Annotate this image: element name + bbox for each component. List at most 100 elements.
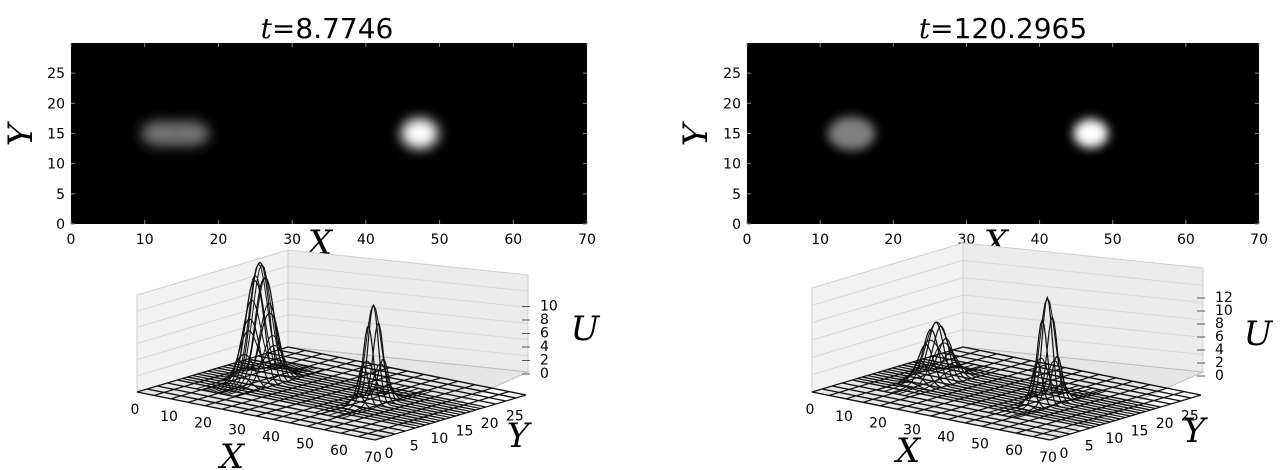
surface-curve	[1001, 296, 1093, 416]
heatmap-ytick-label: 15	[47, 127, 65, 143]
surface-xtick-label: 0	[131, 402, 140, 418]
heatmap-ytick-label: 20	[723, 96, 741, 112]
heatmap-xtick-label: 50	[1104, 232, 1122, 248]
surface-ytick-label: 5	[1085, 439, 1094, 455]
heatmap-blob	[828, 116, 876, 151]
heatmap-right-canvas	[747, 43, 1259, 224]
surface-xtick-label: 50	[296, 436, 314, 452]
heatmap-xtick-label: 50	[431, 232, 449, 248]
surface-curve	[222, 312, 461, 416]
heatmap-left-yticks: 0 5 10 15 20 25	[47, 66, 587, 233]
heatmap-xtick-label: 0	[743, 232, 752, 248]
surface-left-xlabel: X	[217, 437, 246, 470]
surface-ytick-label: 25	[506, 409, 524, 425]
heatmap-ytick-label: 10	[723, 157, 741, 173]
surface-curve	[904, 368, 996, 397]
heatmap-left-blobs	[141, 118, 439, 149]
surface-curve	[857, 377, 1096, 428]
surface-curve	[321, 360, 412, 415]
surface-curve	[219, 276, 311, 395]
surface-pane-gridline	[136, 265, 529, 312]
surface-pane-gridline	[811, 311, 1204, 358]
surface-wire	[964, 377, 1117, 424]
heatmap-ytick-label: 25	[723, 66, 741, 82]
heatmap-xtick-label: 20	[884, 232, 902, 248]
surface-curve	[902, 351, 1141, 414]
surface-curve	[341, 390, 433, 419]
surface-curve	[897, 337, 1136, 416]
surface-curve	[223, 302, 315, 395]
surface-ztick-label: 10	[540, 299, 558, 315]
surface-wire	[862, 356, 1015, 403]
heatmap-xtick-label: 10	[136, 232, 154, 248]
heatmap-blob	[401, 118, 439, 149]
surface-curve	[233, 368, 325, 397]
surface-ytick-label: 15	[1131, 424, 1149, 440]
surface-ytick-label: 5	[410, 439, 419, 455]
surface-curve	[883, 339, 975, 392]
heatmap-ytick-label: 5	[56, 187, 65, 203]
heatmap-xtick-label: 10	[811, 232, 829, 248]
surface-xtick-label: 20	[869, 416, 887, 432]
heatmap-xtick-label: 60	[504, 232, 522, 248]
surface-curve	[226, 334, 318, 396]
surface-curve	[212, 261, 451, 419]
surface-xtick-label: 10	[160, 409, 178, 425]
surface-curve	[892, 315, 1131, 417]
heatmap-blob	[168, 120, 210, 147]
surface-wire	[845, 353, 998, 400]
surface-pane-gridline	[811, 294, 1204, 341]
surface-curve	[327, 303, 419, 416]
heatmap-ytick-label: 15	[723, 127, 741, 143]
heatmap-left-title: t=8.7746	[261, 12, 394, 45]
surface-ytick-label: 20	[481, 416, 499, 432]
surface-xtick-label: 10	[835, 409, 853, 425]
surface-xtick-label: 40	[262, 429, 280, 445]
surface-ztick-label: 2	[540, 353, 549, 369]
heatmap-xtick-label: 60	[1177, 232, 1195, 248]
surface-ytick-label: 25	[1181, 409, 1199, 425]
heatmap-xtick-label: 20	[210, 232, 228, 248]
surface-left-zlabel: U	[571, 309, 601, 349]
surface-ytick-label: 15	[456, 424, 474, 440]
surface-xtick-label: 60	[330, 443, 348, 459]
surface-right-xlabel: X	[893, 431, 922, 470]
heatmap-ytick-label: 0	[56, 217, 65, 233]
surface-right-ylabel: Y	[1183, 411, 1209, 451]
surface-wire	[981, 380, 1134, 427]
surface-pane-gridline	[136, 330, 529, 377]
surface-curve	[216, 263, 308, 394]
heatmap-ytick-label: 25	[47, 66, 65, 82]
surface-curve	[882, 318, 1121, 420]
surface-curve	[232, 362, 471, 413]
surface-ytick-label: 10	[430, 431, 448, 447]
heatmap-right-title: t=120.2965	[919, 12, 1087, 45]
surface-wire	[187, 356, 340, 403]
heatmap-right-yticks: 0 5 10 15 20 25	[723, 66, 1259, 233]
surface-right-zlabel: U	[1244, 314, 1274, 354]
surface-ytick-label: 20	[1156, 416, 1174, 432]
heatmap-blob	[1073, 119, 1109, 148]
surface-curve	[862, 376, 1101, 426]
heatmap-right-ylabel: Y	[676, 120, 716, 146]
surface-wire	[879, 360, 1032, 407]
heatmap-left-ylabel: Y	[1, 120, 41, 146]
surface-xtick-label: 20	[194, 416, 212, 432]
surface-curve	[887, 295, 1126, 419]
surface-ztick-label: 4	[540, 339, 549, 355]
surface-pane-gridline	[811, 259, 1204, 306]
surface-ztick-label: 0	[540, 366, 549, 382]
surface-ztick-label: 0	[1215, 368, 1224, 384]
heatmap-xtick-label: 0	[67, 232, 76, 248]
surface-ytick-label: 0	[1060, 446, 1069, 462]
surface-curve	[217, 277, 456, 417]
surface-ztick-label: 8	[1215, 316, 1224, 332]
surface-xtick-label: 30	[903, 423, 921, 439]
surface-ztick-label: 10	[1215, 303, 1233, 319]
surface-ztick-label: 4	[1215, 342, 1224, 358]
heatmap-xtick-label: 40	[1031, 232, 1049, 248]
surface-ytick-label: 10	[1105, 431, 1123, 447]
